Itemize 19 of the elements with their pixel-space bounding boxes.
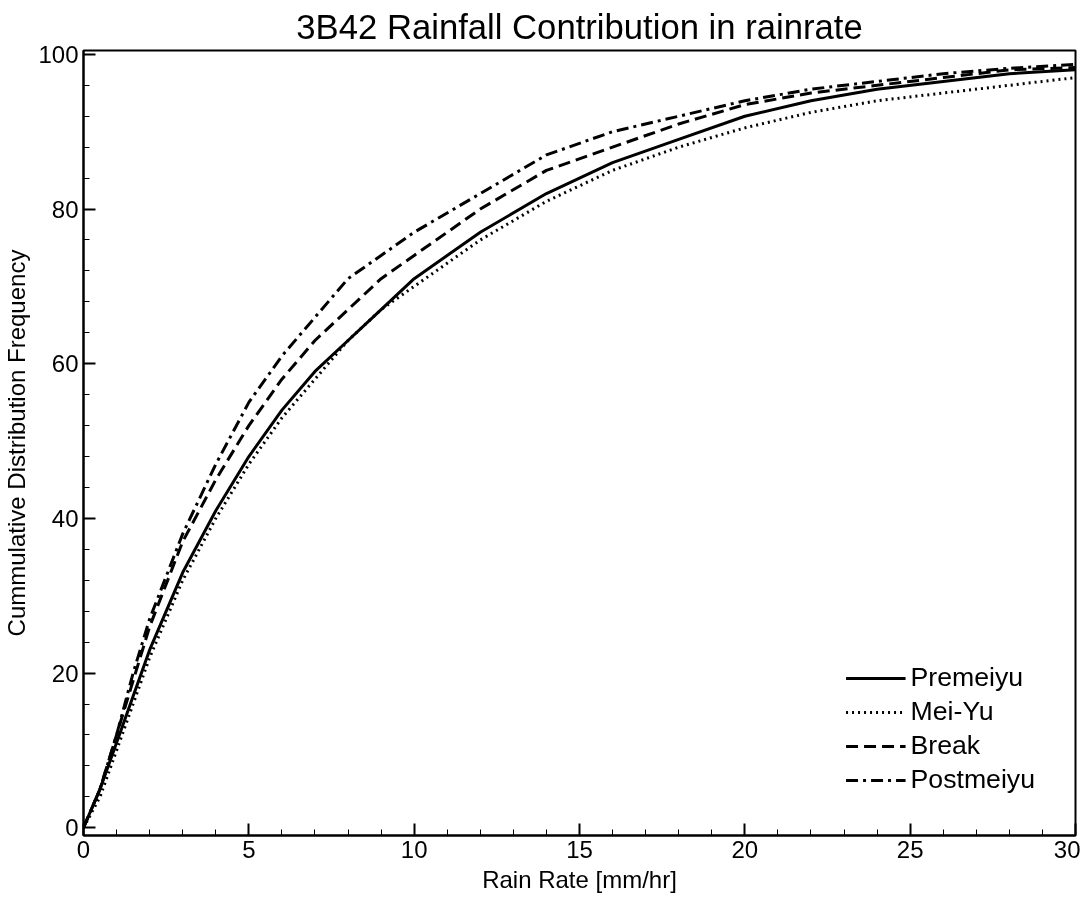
y-tick-label: 40 — [51, 504, 79, 532]
x-tick-label: 15 — [566, 835, 593, 863]
x-axis-title: Rain Rate [mm/hr] — [482, 865, 677, 893]
legend-label: Postmeiyu — [910, 764, 1035, 795]
x-tick-label: 10 — [400, 835, 428, 863]
y-axis-title: Cummulative Distribution Frequency — [3, 249, 31, 637]
y-tick-label: 80 — [51, 195, 79, 223]
x-tick-label: 20 — [731, 835, 759, 863]
chart-title: 3B42 Rainfall Contribution in rainrate — [296, 7, 863, 46]
x-tick-label: 5 — [242, 835, 256, 863]
y-tick-label: 0 — [65, 814, 79, 842]
legend-label: Premeiyu — [910, 662, 1024, 693]
legend-label: Break — [910, 730, 981, 761]
y-tick-label: 60 — [51, 350, 79, 378]
x-tick-label: 30 — [1053, 835, 1081, 863]
y-tick-label: 100 — [38, 40, 79, 68]
legend-label: Mei-Yu — [910, 696, 994, 727]
y-tick-label: 20 — [51, 659, 79, 687]
x-tick-label: 25 — [896, 835, 924, 863]
